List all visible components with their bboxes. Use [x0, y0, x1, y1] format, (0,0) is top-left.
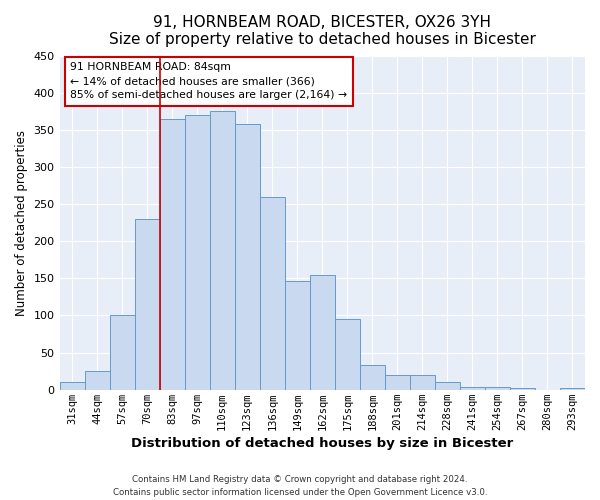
- Bar: [260, 196, 285, 390]
- Text: Contains HM Land Registry data © Crown copyright and database right 2024.
Contai: Contains HM Land Registry data © Crown c…: [113, 476, 487, 497]
- Bar: [460, 387, 485, 390]
- Bar: [410, 375, 435, 390]
- Bar: [560, 388, 585, 390]
- Bar: [335, 319, 360, 390]
- Bar: [285, 280, 310, 390]
- Bar: [110, 316, 134, 390]
- X-axis label: Distribution of detached houses by size in Bicester: Distribution of detached houses by size …: [131, 437, 514, 450]
- Bar: [134, 219, 160, 390]
- Text: 91 HORNBEAM ROAD: 84sqm
← 14% of detached houses are smaller (366)
85% of semi-d: 91 HORNBEAM ROAD: 84sqm ← 14% of detache…: [70, 62, 347, 100]
- Bar: [59, 382, 85, 390]
- Bar: [485, 387, 510, 390]
- Bar: [85, 371, 110, 390]
- Bar: [435, 382, 460, 390]
- Bar: [510, 388, 535, 390]
- Bar: [310, 274, 335, 390]
- Y-axis label: Number of detached properties: Number of detached properties: [15, 130, 28, 316]
- Bar: [385, 375, 410, 390]
- Bar: [235, 124, 260, 390]
- Bar: [209, 111, 235, 390]
- Bar: [360, 366, 385, 390]
- Bar: [185, 115, 209, 390]
- Title: 91, HORNBEAM ROAD, BICESTER, OX26 3YH
Size of property relative to detached hous: 91, HORNBEAM ROAD, BICESTER, OX26 3YH Si…: [109, 15, 536, 48]
- Bar: [160, 118, 185, 390]
